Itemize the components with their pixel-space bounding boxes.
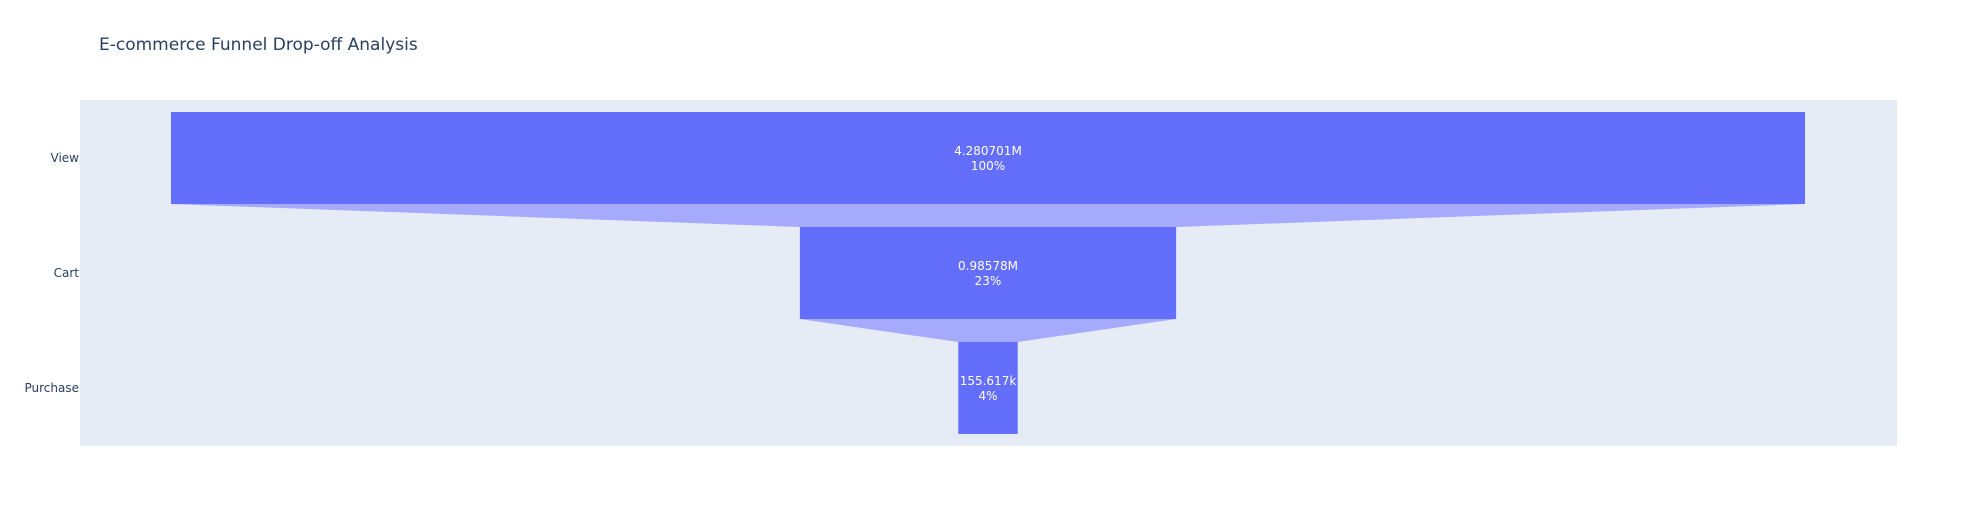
funnel-bar-cart xyxy=(799,227,1177,319)
bar-percent-label: 23% xyxy=(975,274,1002,288)
chart-title: E-commerce Funnel Drop-off Analysis xyxy=(99,35,418,55)
category-label-cart: Cart xyxy=(54,266,80,280)
category-label-view: View xyxy=(51,151,80,165)
funnel-bar-purchase xyxy=(958,342,1018,434)
bar-percent-label: 100% xyxy=(971,159,1005,173)
funnel-connector xyxy=(799,319,1177,342)
bars-layer xyxy=(171,112,1805,434)
bar-value-label: 4.280701M xyxy=(954,144,1022,158)
bar-value-label: 0.98578M xyxy=(958,259,1018,273)
bar-value-label: 155.617k xyxy=(960,374,1017,388)
funnel-bar-view xyxy=(171,112,1805,204)
bar-percent-label: 4% xyxy=(978,389,997,403)
funnel-connector xyxy=(171,204,1805,227)
connectors-layer xyxy=(171,204,1805,342)
category-label-purchase: Purchase xyxy=(25,381,80,395)
